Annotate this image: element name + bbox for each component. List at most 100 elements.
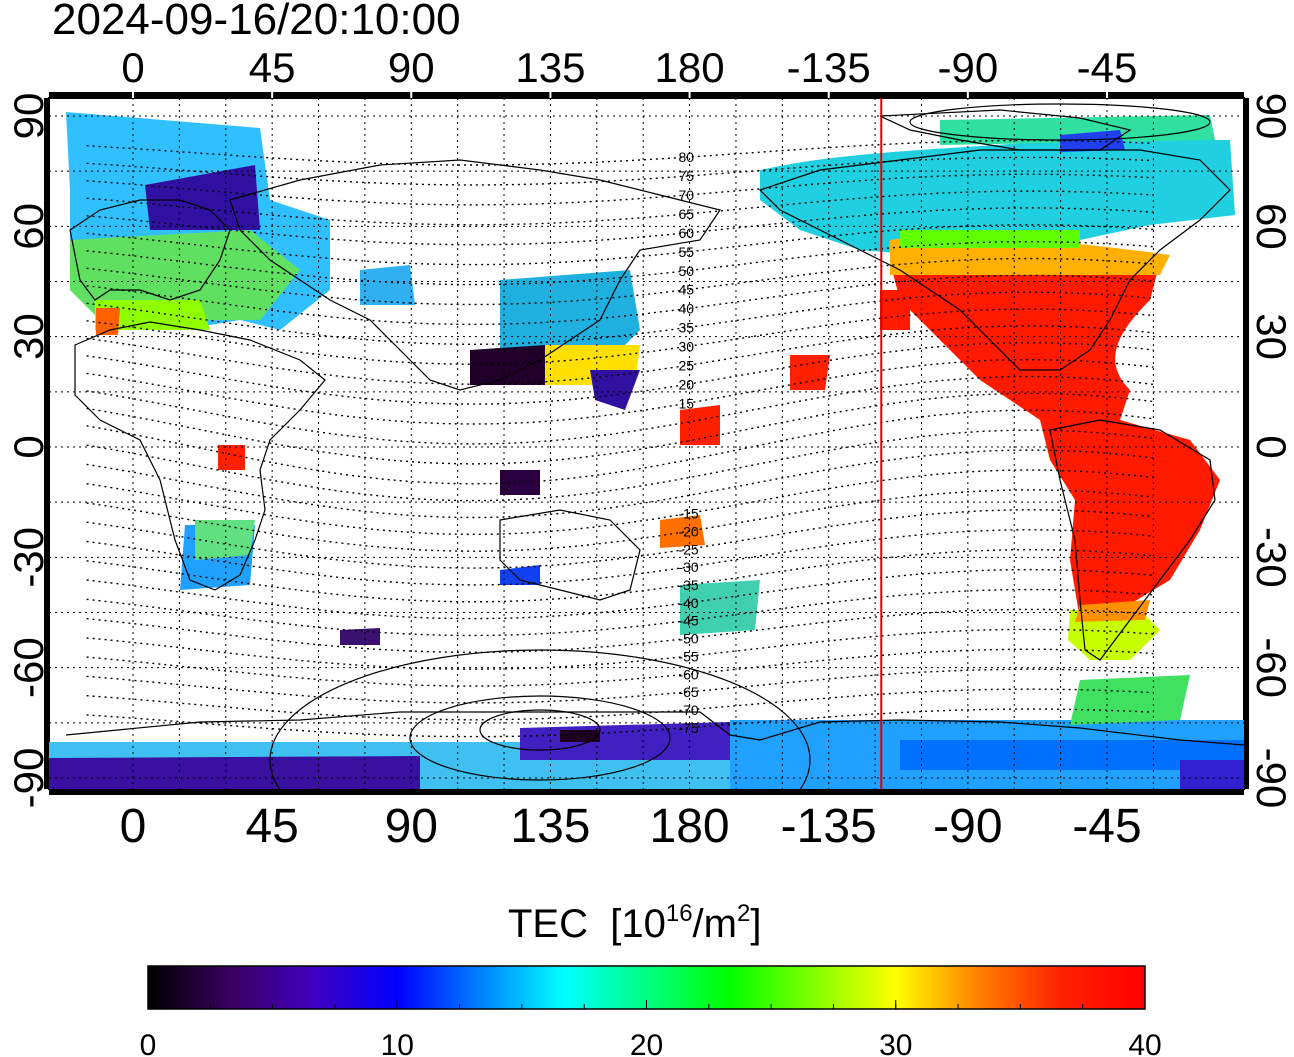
mag-lat-line xyxy=(86,608,1154,653)
mag-lat-label: -50 xyxy=(678,631,698,647)
x-axis-bottom-tick-label: 0 xyxy=(120,800,147,853)
y-axis-left-tick-label: 0 xyxy=(5,435,52,458)
mag-lat-line xyxy=(86,291,1154,346)
tec-region-patagonia xyxy=(1068,610,1160,660)
y-axis-right-tick-label: 60 xyxy=(1248,203,1294,250)
mag-lat-line xyxy=(86,241,1154,286)
mag-lat-label: 30 xyxy=(678,339,694,355)
x-axis-top-tick-label: 135 xyxy=(515,44,585,91)
x-axis-top-tick-label: -90 xyxy=(938,44,999,91)
x-axis-top-tick-label: 180 xyxy=(655,44,725,91)
mag-lat-label: -70 xyxy=(678,702,698,718)
mag-lat-label: 55 xyxy=(678,244,694,260)
colorbar-tick-label: 10 xyxy=(381,1029,414,1057)
x-axis-bottom-tick-label: -90 xyxy=(933,800,1002,853)
tec-region-north-america xyxy=(890,254,1160,450)
mag-lat-label: 15 xyxy=(678,395,694,411)
mag-lat-line xyxy=(86,190,1154,226)
mag-lat-label: -30 xyxy=(678,559,698,575)
y-axis-left-tick-label: 30 xyxy=(5,313,52,360)
y-axis-left-tick-label: -30 xyxy=(5,527,52,588)
mag-lat-line xyxy=(86,392,1154,465)
mag-lat-label: 20 xyxy=(678,376,694,392)
mag-lat-label: 70 xyxy=(678,187,694,203)
mag-lat-line xyxy=(86,325,1154,385)
x-axis-bottom-tick-label: 90 xyxy=(385,800,438,853)
mag-lat-line xyxy=(86,429,1154,502)
mag-lat-line xyxy=(86,224,1154,266)
mag-lat-label: -60 xyxy=(678,666,698,682)
mag-lat-line xyxy=(86,342,1154,405)
x-axis-bottom-tick-label: -135 xyxy=(781,800,877,853)
mag-lat-line xyxy=(86,308,1154,366)
mag-lat-label: 75 xyxy=(678,168,694,184)
mag-lat-line xyxy=(86,688,1154,721)
mag-lat-label: -65 xyxy=(678,684,698,700)
mag-lat-line xyxy=(86,529,1154,586)
x-axis-top-tick-label: -135 xyxy=(787,44,871,91)
mag-lat-label: -35 xyxy=(678,577,698,593)
mag-lat-label: 60 xyxy=(678,225,694,241)
mag-lat-line xyxy=(86,628,1154,670)
y-axis-right-tick-label: -90 xyxy=(1248,748,1294,809)
colorbar-tick-label: 0 xyxy=(140,1029,157,1057)
y-axis-right-tick-label: -60 xyxy=(1248,637,1294,698)
mag-lat-label: 45 xyxy=(678,282,694,298)
mag-lat-label: 65 xyxy=(678,206,694,222)
y-axis-left-tick-label: 90 xyxy=(5,93,52,140)
mag-lat-line xyxy=(86,648,1154,687)
mag-lat-line xyxy=(86,375,1154,445)
tec-region-new-zealand xyxy=(680,580,760,635)
mag-lat-line xyxy=(86,156,1154,186)
axis-strips xyxy=(44,92,1249,795)
mag-lat-line xyxy=(86,274,1154,326)
y-axis-right-tick-label: -30 xyxy=(1248,527,1294,588)
mag-lat-label: 35 xyxy=(678,320,694,336)
mag-lat-line xyxy=(86,469,1154,536)
colorbar-title: TEC [1016/m2] xyxy=(508,900,762,947)
mag-lat-label: -40 xyxy=(678,595,698,611)
magnetic-latitude-labels: 80 75 70 65 60 55 50 45 40 35 30 25 20 15 -15 -20-25 -30… xyxy=(678,149,698,736)
mag-lat-label: 80 xyxy=(678,149,694,165)
mag-lat-label: 50 xyxy=(678,263,694,279)
mag-lat-label: -55 xyxy=(678,648,698,664)
colorbar-tick-label: 30 xyxy=(879,1029,912,1057)
mag-lat-line xyxy=(86,588,1154,637)
y-axis-right-tick-label: 30 xyxy=(1248,313,1294,360)
tec-data-layer xyxy=(49,112,1244,789)
mag-lat-line xyxy=(86,207,1154,246)
mag-lat-line xyxy=(86,708,1154,738)
colorbar-tick-label: 40 xyxy=(1128,1029,1161,1057)
mag-lat-line xyxy=(86,489,1154,552)
mag-lat-line xyxy=(86,668,1154,704)
y-axis-right-tick-label: 90 xyxy=(1248,93,1294,140)
colorbar-ticks: 0 10 20 30 40 xyxy=(140,1000,1162,1057)
magnetic-latitude-lines xyxy=(86,139,1154,738)
y-axis-right-tick-label: 0 xyxy=(1248,435,1294,458)
mag-lat-label: -25 xyxy=(678,541,698,557)
magnetic-contours xyxy=(269,103,1211,789)
x-axis-top-tick-label: 0 xyxy=(121,44,144,91)
mag-lat-label: -15 xyxy=(678,506,698,522)
mag-lat-line xyxy=(86,568,1154,620)
mag-lat-label: -75 xyxy=(678,720,698,736)
mag-lat-label: 40 xyxy=(678,301,694,317)
colorbar-tick-label: 20 xyxy=(630,1029,663,1057)
mag-lat-line xyxy=(86,358,1154,425)
y-axis-left-tick-label: -60 xyxy=(5,637,52,698)
mag-lat-line xyxy=(86,449,1154,519)
mag-lat-line xyxy=(86,257,1154,306)
x-axis-bottom-tick-label: 45 xyxy=(245,800,298,853)
mag-lat-line xyxy=(86,173,1154,206)
mag-lat-line xyxy=(86,548,1154,603)
mag-lat-line xyxy=(86,509,1154,569)
x-axis-top-tick-label: 90 xyxy=(388,44,435,91)
y-axis-left-tick-label: 60 xyxy=(5,203,52,250)
x-axis-bottom-tick-label: -45 xyxy=(1072,800,1141,853)
mag-lat-label: 25 xyxy=(678,357,694,373)
tec-region-south-america xyxy=(1040,420,1220,620)
x-axis-bottom-tick-label: 135 xyxy=(510,800,590,853)
x-axis-top-tick-label: -45 xyxy=(1077,44,1138,91)
